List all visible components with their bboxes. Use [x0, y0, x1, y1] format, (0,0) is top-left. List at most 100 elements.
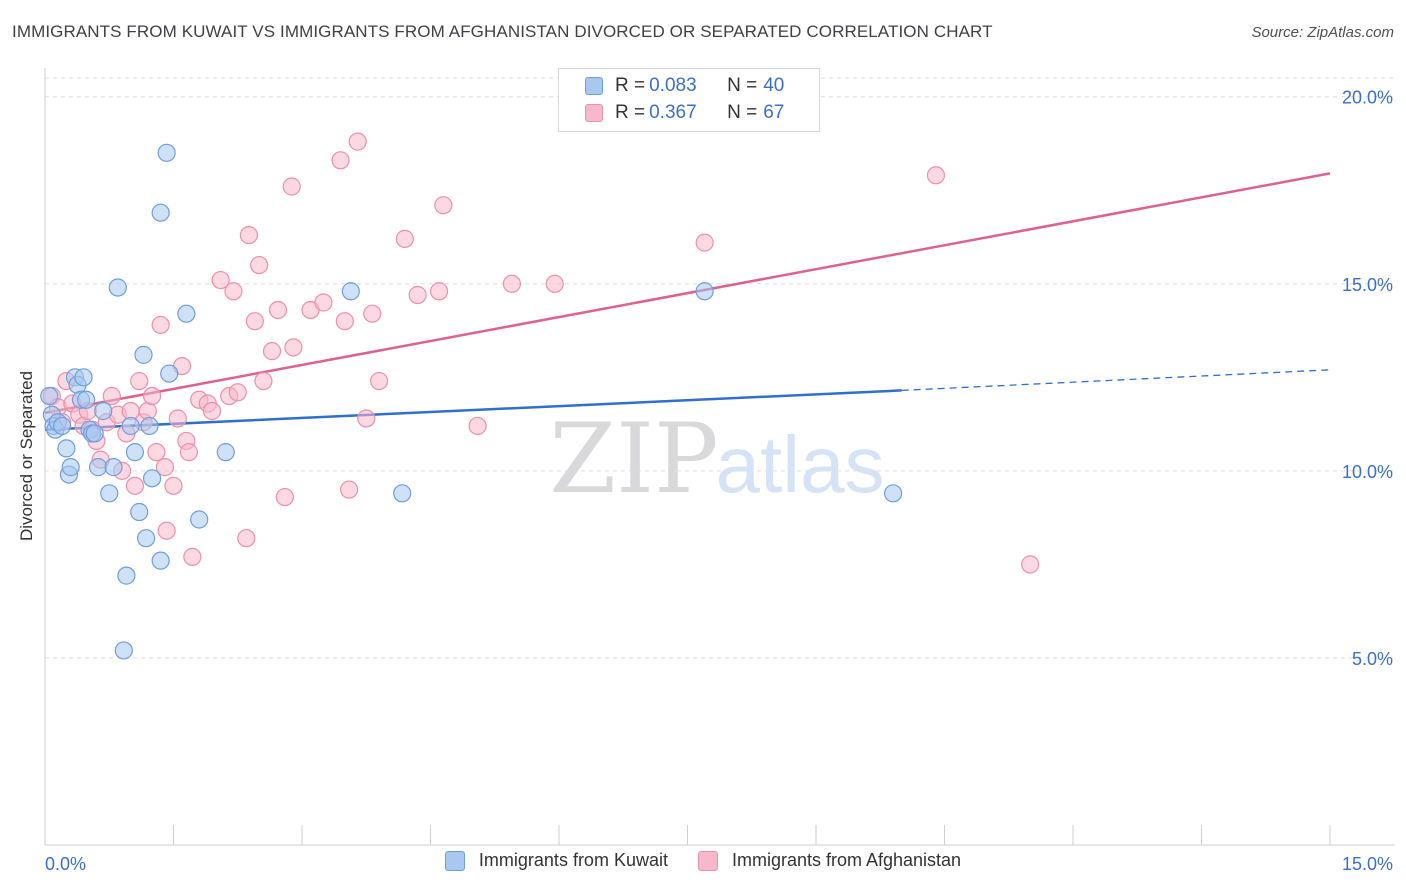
chart-title: IMMIGRANTS FROM KUWAIT VS IMMIGRANTS FRO…: [12, 22, 993, 41]
kuwait-point: [134, 345, 153, 364]
kuwait-point: [117, 566, 136, 585]
axes: [44, 68, 1395, 846]
afghanistan-point: [284, 338, 303, 357]
afghanistan-point: [138, 401, 157, 421]
afghanistan-point: [348, 132, 367, 151]
afghanistan-point: [183, 547, 202, 567]
legend-item-kuwait: Immigrants from Kuwait: [444, 850, 668, 871]
y-tick-label: 15.0%: [1342, 275, 1393, 295]
kuwait-point: [77, 390, 96, 409]
afghanistan-point: [395, 229, 414, 248]
afghanistan-point: [268, 300, 288, 320]
legend-n-label: N =: [727, 102, 758, 123]
afghanistan-point: [363, 304, 382, 323]
kuwait-point: [142, 469, 162, 488]
correlation-legend: R = 0.083 N = 40 R = 0.367 N = 67: [558, 68, 820, 132]
trend-lines: [44, 172, 1331, 431]
afghanistan-point: [202, 401, 222, 421]
afghanistan-point: [239, 226, 258, 245]
kuwait-point: [393, 484, 412, 503]
trendline-kuwait-extension: [901, 369, 1331, 392]
kuwait-point: [94, 401, 113, 421]
afghanistan-point: [331, 151, 350, 170]
legend-swatch-kuwait: [444, 850, 465, 871]
afghanistan-point: [408, 285, 427, 305]
kuwait-point: [140, 416, 159, 436]
legend-n-value: 67: [763, 102, 785, 123]
afghanistan-point: [130, 371, 149, 391]
afghanistan-point: [179, 443, 199, 462]
afghanistan-point: [254, 371, 273, 391]
kuwait-point: [695, 282, 714, 301]
afghanistan-point: [502, 274, 521, 293]
kuwait-point: [883, 484, 903, 503]
kuwait-point: [130, 502, 149, 522]
afghanistan-point: [370, 371, 389, 391]
afghanistan-point: [155, 458, 175, 477]
kuwait-point: [40, 386, 59, 406]
afghanistan-point: [168, 409, 187, 428]
data-points: [40, 132, 1040, 660]
afghanistan-point: [545, 274, 564, 293]
legend-swatch-afghanistan: [585, 104, 603, 122]
afghanistan-point: [282, 177, 301, 196]
legend-label-afghanistan: Immigrants from Afghanistan: [731, 850, 962, 870]
kuwait-point: [89, 458, 108, 477]
kuwait-point: [104, 458, 123, 477]
legend-swatch-kuwait: [585, 77, 603, 95]
y-axis-label: Divorced or Separated: [17, 370, 36, 542]
kuwait-point: [114, 641, 133, 660]
kuwait-point: [53, 416, 72, 436]
legend-n-value: 40: [763, 75, 785, 96]
kuwait-point: [121, 416, 140, 436]
afghanistan-point: [237, 529, 256, 548]
legend-r-label: R =: [615, 102, 646, 123]
kuwait-point: [61, 458, 80, 477]
watermark: ZIP atlas: [549, 403, 884, 515]
watermark-atlas: atlas: [716, 420, 885, 509]
kuwait-point: [151, 551, 170, 570]
trendline-afghanistan: [44, 172, 1331, 415]
afghanistan-point: [468, 416, 487, 436]
afghanistan-point: [102, 386, 121, 406]
kuwait-point: [125, 443, 145, 462]
kuwait-point: [190, 510, 209, 529]
afghanistan-point: [147, 443, 166, 462]
source-label: Source: ZipAtlas.com: [1251, 24, 1394, 41]
legend-label-kuwait: Immigrants from Kuwait: [478, 850, 668, 870]
y-tick-label: 10.0%: [1342, 462, 1393, 482]
x-tick-label-min: 0.0%: [45, 854, 86, 874]
legend-r-label: R =: [615, 75, 646, 96]
afghanistan-point: [429, 282, 449, 301]
afghanistan-point: [211, 270, 230, 290]
afghanistan-point: [125, 476, 145, 495]
kuwait-point: [151, 203, 170, 222]
afghanistan-point: [1021, 555, 1040, 574]
afghanistan-point: [164, 476, 183, 495]
afghanistan-point: [262, 342, 282, 361]
afghanistan-point: [245, 312, 264, 331]
watermark-zip: ZIP: [549, 403, 718, 515]
legend-row-kuwait: R = 0.083 N = 40: [585, 75, 784, 97]
kuwait-point: [74, 368, 93, 387]
afghanistan-point: [157, 521, 176, 540]
afghanistan-point: [151, 315, 170, 335]
afghanistan-point: [224, 282, 243, 301]
tick-labels: 5.0% 10.0% 15.0% 20.0% 0.0% 15.0%: [45, 88, 1393, 874]
afghanistan-point: [228, 383, 247, 402]
afghanistan-point: [335, 312, 354, 331]
kuwait-point: [160, 364, 179, 383]
grid-lines: [45, 77, 1395, 659]
legend-n-label: N =: [727, 75, 758, 96]
kuwait-point: [216, 443, 235, 462]
y-tick-label: 5.0%: [1352, 649, 1393, 669]
series-legend: Immigrants from Kuwait Immigrants from A…: [0, 850, 1406, 871]
kuwait-point: [136, 529, 156, 548]
afghanistan-point: [695, 233, 714, 252]
kuwait-point: [157, 143, 176, 162]
afghanistan-point: [314, 293, 333, 312]
trendline-kuwait: [44, 389, 902, 431]
kuwait-point: [100, 484, 119, 503]
afghanistan-point: [275, 487, 294, 507]
kuwait-point: [57, 439, 76, 458]
